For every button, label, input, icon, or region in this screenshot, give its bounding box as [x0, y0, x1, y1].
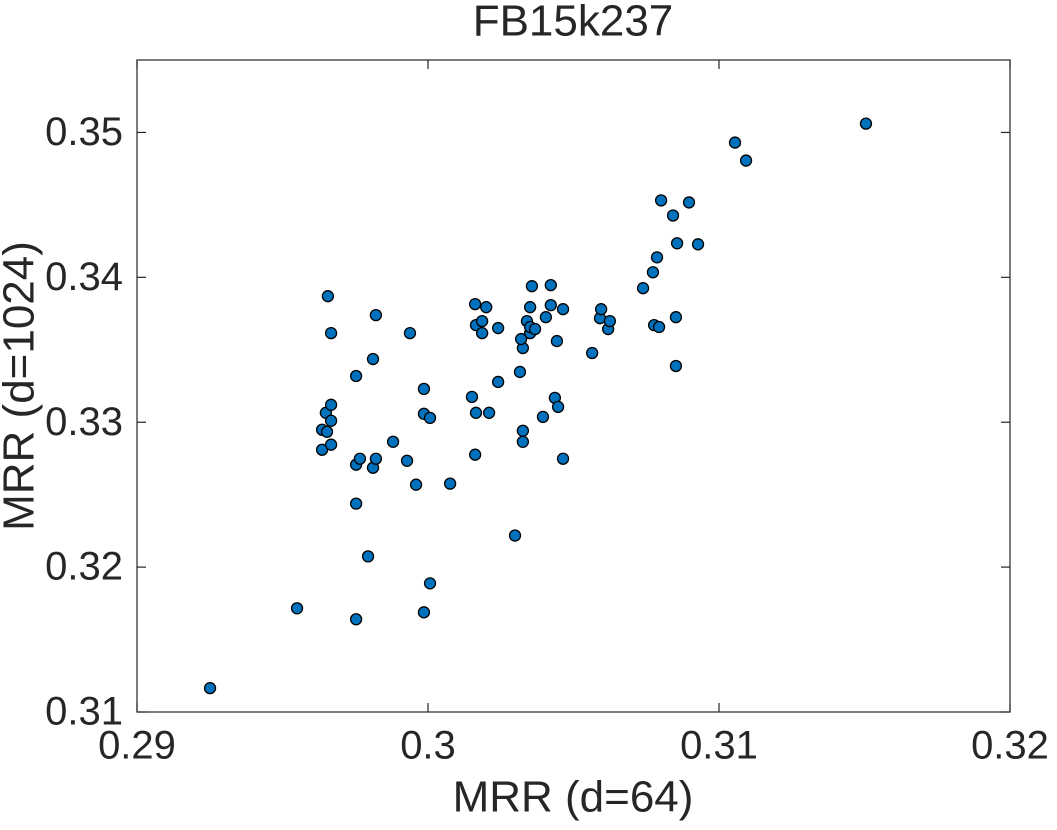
y-tick-label: 0.31 — [45, 690, 123, 734]
y-tick-label: 0.35 — [45, 110, 123, 154]
point — [728, 136, 742, 149]
point — [739, 154, 753, 167]
point — [315, 443, 329, 456]
point — [468, 297, 482, 311]
point — [324, 326, 338, 340]
point — [349, 613, 363, 626]
point — [482, 406, 496, 419]
point — [366, 352, 380, 366]
point — [508, 529, 522, 542]
point — [603, 314, 617, 328]
point — [324, 398, 338, 411]
point — [369, 308, 383, 322]
point — [859, 117, 873, 130]
point — [400, 454, 414, 467]
x-tick-label: 0.29 — [98, 724, 176, 768]
point — [666, 209, 680, 222]
point — [409, 478, 423, 491]
y-axis-label: MRR (d=1024) — [0, 241, 44, 531]
point — [349, 369, 363, 383]
point — [536, 410, 550, 424]
point — [516, 424, 530, 437]
point — [652, 320, 666, 334]
point — [682, 196, 696, 209]
point — [585, 346, 599, 360]
chart-title: FB15k237 — [473, 0, 674, 46]
point — [290, 602, 304, 615]
point — [669, 311, 683, 324]
point — [556, 303, 570, 316]
point — [321, 290, 335, 303]
plot-box — [136, 59, 1011, 713]
point — [528, 322, 542, 336]
point — [353, 452, 367, 465]
point — [423, 577, 437, 590]
point — [670, 237, 684, 250]
point — [403, 326, 417, 340]
point — [514, 332, 528, 346]
point — [443, 477, 457, 490]
point — [417, 606, 431, 619]
x-axis-label: MRR (d=64) — [453, 773, 694, 822]
point — [650, 251, 664, 264]
point — [491, 321, 505, 335]
point — [525, 280, 539, 293]
point — [654, 194, 668, 207]
y-tick-label: 0.34 — [45, 255, 123, 299]
point — [691, 238, 705, 251]
point — [349, 497, 363, 510]
point — [551, 400, 565, 414]
point — [646, 266, 660, 279]
point — [203, 681, 217, 695]
point — [469, 406, 483, 419]
point — [386, 435, 400, 448]
point — [320, 425, 334, 438]
y-tick-label: 0.32 — [45, 545, 123, 589]
point — [550, 334, 564, 348]
x-tick-label: 0.32 — [971, 724, 1049, 768]
point — [544, 279, 557, 292]
x-tick-label: 0.31 — [680, 724, 758, 768]
point — [539, 311, 553, 324]
point — [513, 365, 527, 379]
x-tick-label: 0.3 — [400, 724, 456, 768]
point — [523, 301, 537, 314]
point — [556, 452, 570, 465]
point — [669, 359, 683, 373]
point — [369, 452, 383, 465]
point — [475, 326, 489, 340]
point — [361, 550, 375, 563]
point — [417, 382, 431, 396]
point — [544, 299, 557, 312]
point — [465, 390, 479, 404]
point — [516, 435, 530, 448]
point — [594, 303, 608, 316]
point — [491, 375, 505, 389]
point — [324, 414, 338, 427]
point — [468, 448, 482, 461]
y-tick-label: 0.33 — [45, 400, 123, 444]
point — [423, 411, 437, 425]
point — [636, 282, 650, 295]
point — [475, 314, 489, 328]
point — [480, 301, 493, 314]
point — [324, 438, 338, 451]
